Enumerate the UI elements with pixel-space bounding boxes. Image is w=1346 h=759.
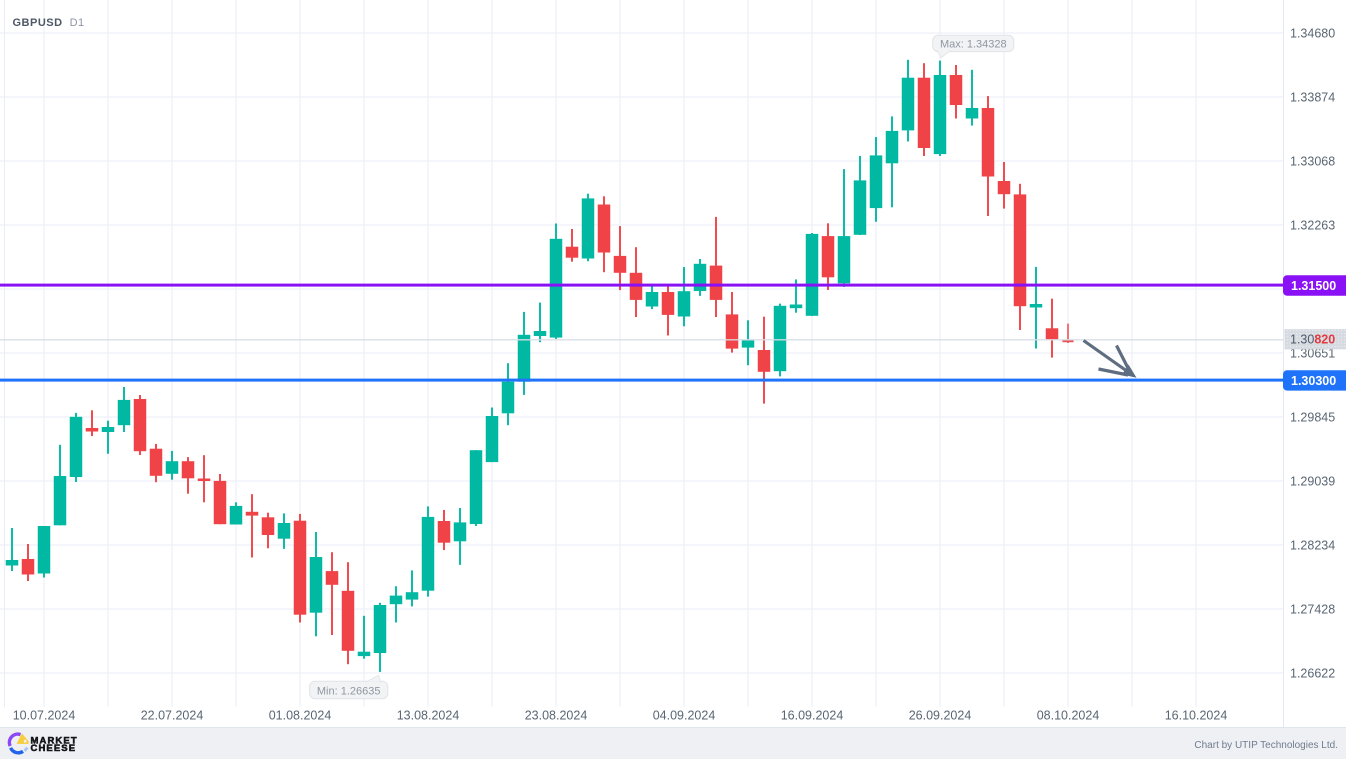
svg-text:1.31500: 1.31500 bbox=[1291, 279, 1336, 293]
svg-text:10.07.2024: 10.07.2024 bbox=[13, 709, 76, 723]
svg-text:1.27428: 1.27428 bbox=[1290, 602, 1335, 616]
svg-text:1.34680: 1.34680 bbox=[1290, 26, 1335, 40]
svg-text:1.33874: 1.33874 bbox=[1290, 90, 1335, 104]
svg-text:08.10.2024: 08.10.2024 bbox=[1037, 709, 1100, 723]
svg-text:Chart by UTIP Technologies Ltd: Chart by UTIP Technologies Ltd. bbox=[1194, 740, 1338, 751]
svg-text:1.29845: 1.29845 bbox=[1290, 410, 1335, 424]
svg-text:GBPUSD: GBPUSD bbox=[13, 17, 63, 29]
svg-text:1.26622: 1.26622 bbox=[1290, 666, 1335, 680]
svg-text:MARKET: MARKET bbox=[31, 735, 78, 746]
svg-text:1.30820: 1.30820 bbox=[1290, 333, 1335, 347]
svg-text:CHEESE: CHEESE bbox=[31, 743, 77, 754]
svg-text:1.32263: 1.32263 bbox=[1290, 218, 1335, 232]
svg-text:26.09.2024: 26.09.2024 bbox=[909, 709, 972, 723]
svg-text:D1: D1 bbox=[70, 17, 85, 29]
svg-text:1.29039: 1.29039 bbox=[1290, 474, 1335, 488]
svg-text:01.08.2024: 01.08.2024 bbox=[269, 709, 332, 723]
svg-text:16.09.2024: 16.09.2024 bbox=[781, 709, 844, 723]
svg-text:13.08.2024: 13.08.2024 bbox=[397, 709, 460, 723]
svg-text:1.30651: 1.30651 bbox=[1290, 346, 1335, 360]
svg-text:23.08.2024: 23.08.2024 bbox=[525, 709, 588, 723]
svg-text:04.09.2024: 04.09.2024 bbox=[653, 709, 716, 723]
svg-text:Min: 1.26635: Min: 1.26635 bbox=[317, 686, 381, 698]
svg-text:16.10.2024: 16.10.2024 bbox=[1165, 709, 1228, 723]
svg-text:1.33068: 1.33068 bbox=[1290, 154, 1335, 168]
svg-text:1.28234: 1.28234 bbox=[1290, 538, 1335, 552]
svg-text:Max: 1.34328: Max: 1.34328 bbox=[940, 39, 1007, 51]
svg-text:1.30300: 1.30300 bbox=[1291, 374, 1336, 388]
svg-text:22.07.2024: 22.07.2024 bbox=[141, 709, 204, 723]
